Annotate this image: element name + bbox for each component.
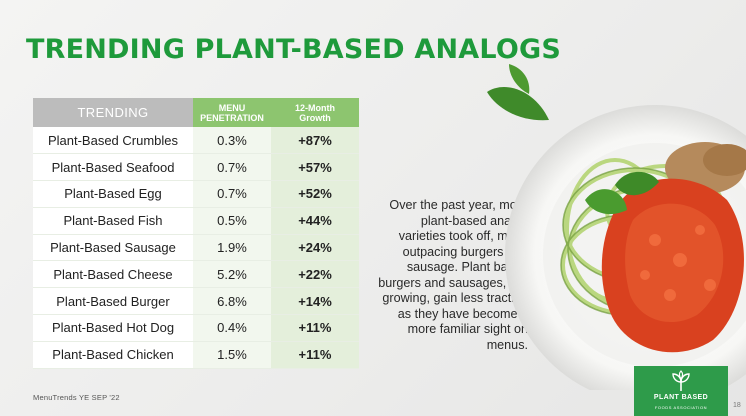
table-row: Plant-Based Seafood 0.7% +57% (33, 153, 359, 182)
sprout-icon (672, 370, 690, 391)
source-note: MenuTrends YE SEP '22 (33, 393, 120, 402)
table-row: Plant-Based Cheese 5.2% +22% (33, 260, 359, 289)
row-name: Plant-Based Hot Dog (33, 314, 193, 342)
row-penetration: 0.4% (193, 314, 271, 342)
row-growth: +11% (271, 314, 359, 342)
table-row: Plant-Based Hot Dog 0.4% +11% (33, 314, 359, 342)
plant-based-foods-logo: PLANT BASED FOODS ASSOCIATION (634, 366, 728, 416)
row-growth: +87% (271, 127, 359, 155)
row-growth: +22% (271, 260, 359, 289)
row-name: Plant-Based Cheese (33, 260, 193, 289)
description-text: Over the past year, more plant-based ana… (378, 198, 528, 352)
table-header-row: TRENDING MENU PENETRATION 12-Month Growt… (33, 98, 359, 127)
logo-subtitle: FOODS ASSOCIATION (654, 405, 708, 410)
row-penetration: 1.5% (193, 341, 271, 369)
table-row: Plant-Based Fish 0.5% +44% (33, 207, 359, 235)
row-growth: +44% (271, 207, 359, 235)
row-penetration: 0.7% (193, 153, 271, 182)
row-penetration: 1.9% (193, 234, 271, 262)
row-penetration: 6.8% (193, 287, 271, 316)
row-name: Plant-Based Burger (33, 287, 193, 316)
header-penetration-line1: MENU (218, 102, 246, 113)
row-penetration: 0.5% (193, 207, 271, 235)
page-number: 18 (733, 402, 741, 409)
header-growth-line2: Growth (299, 112, 331, 123)
row-growth: +57% (271, 153, 359, 182)
table-row: Plant-Based Chicken 1.5% +11% (33, 341, 359, 369)
logo-name: PLANT BASED (653, 394, 709, 401)
row-growth: +24% (271, 234, 359, 262)
table-row: Plant-Based Burger 6.8% +14% (33, 287, 359, 316)
zucchini-noodle-bowl-image (487, 64, 746, 390)
header-penetration-line2: PENETRATION (200, 112, 264, 123)
row-penetration: 0.3% (193, 127, 271, 155)
row-growth: +14% (271, 287, 359, 316)
row-name: Plant-Based Chicken (33, 341, 193, 369)
slide-title: TRENDING PLANT-BASED ANALOGS (26, 34, 561, 65)
row-name: Plant-Based Egg (33, 180, 193, 208)
header-growth: 12-Month Growth (271, 98, 359, 127)
row-growth: +52% (271, 180, 359, 208)
row-growth: +11% (271, 341, 359, 369)
header-trending: TRENDING (33, 98, 193, 127)
row-name: Plant-Based Crumbles (33, 127, 193, 155)
trending-table: TRENDING MENU PENETRATION 12-Month Growt… (33, 98, 359, 369)
table-row: Plant-Based Crumbles 0.3% +87% (33, 127, 359, 155)
header-menu-penetration: MENU PENETRATION (193, 98, 271, 127)
row-name: Plant-Based Fish (33, 207, 193, 235)
row-name: Plant-Based Seafood (33, 153, 193, 182)
row-penetration: 5.2% (193, 260, 271, 289)
table-row: Plant-Based Egg 0.7% +52% (33, 180, 359, 208)
row-name: Plant-Based Sausage (33, 234, 193, 262)
header-growth-line1: 12-Month (295, 102, 335, 113)
table-row: Plant-Based Sausage 1.9% +24% (33, 234, 359, 262)
row-penetration: 0.7% (193, 180, 271, 208)
